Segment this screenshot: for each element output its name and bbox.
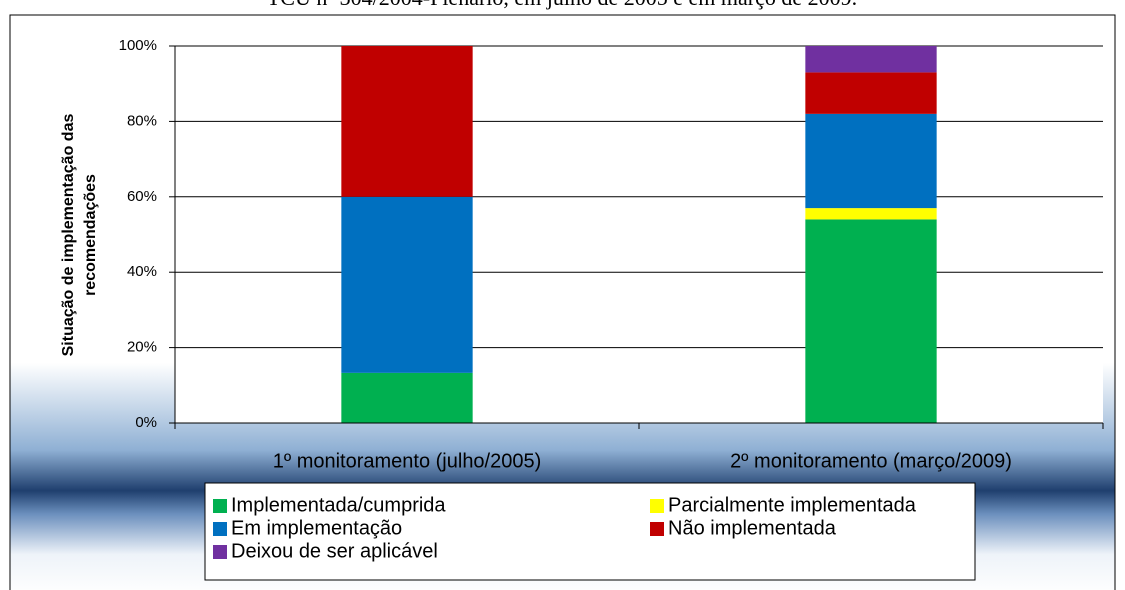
bar-segment xyxy=(805,208,937,220)
y-tick-label: 20% xyxy=(127,339,157,356)
bar-segment xyxy=(341,46,473,197)
bar-segment xyxy=(341,372,473,423)
legend-swatch xyxy=(213,545,227,559)
y-tick-label: 0% xyxy=(135,414,157,431)
legend-swatch xyxy=(650,522,664,536)
bar-segment xyxy=(805,46,937,73)
bar-segment xyxy=(341,196,473,373)
legend-swatch xyxy=(213,499,227,513)
legend-label: Implementada/cumprida xyxy=(231,494,446,516)
y-axis-label-line: Situação de implementação das xyxy=(60,114,77,357)
legend-swatch xyxy=(650,499,664,513)
x-tick-label: 1º monitoramento (julho/2005) xyxy=(273,450,542,472)
legend-label: Deixou de ser aplicável xyxy=(231,540,438,562)
y-axis-label: Situação de implementação das recomendaçõ… xyxy=(60,114,99,357)
y-axis-label-line: recomendações xyxy=(82,174,99,296)
y-tick-label: 100% xyxy=(119,37,157,54)
bar-segment xyxy=(805,219,937,423)
legend-swatch xyxy=(213,522,227,536)
plot-area xyxy=(175,46,1103,423)
legend-label: Em implementação xyxy=(231,517,402,539)
y-tick-label: 60% xyxy=(127,188,157,205)
legend-label: Não implementada xyxy=(668,517,837,539)
caption: TCU nº 304/2004-Plenário, em julho de 20… xyxy=(267,0,857,10)
y-tick-label: 80% xyxy=(127,112,157,129)
bar-segment xyxy=(805,113,937,209)
bar-segment xyxy=(805,72,937,114)
legend-label: Parcialmente implementada xyxy=(668,494,917,516)
y-tick-label: 40% xyxy=(127,263,157,280)
legend-box xyxy=(204,482,976,581)
x-tick-label: 2º monitoramento (março/2009) xyxy=(730,450,1012,472)
